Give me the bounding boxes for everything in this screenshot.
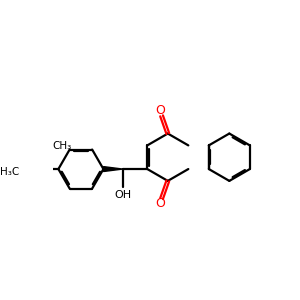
Text: O: O <box>155 197 165 210</box>
Text: H₃C: H₃C <box>0 167 19 177</box>
Text: OH: OH <box>114 190 131 200</box>
Polygon shape <box>103 167 123 172</box>
Text: CH₃: CH₃ <box>52 141 72 151</box>
Text: O: O <box>155 104 165 117</box>
